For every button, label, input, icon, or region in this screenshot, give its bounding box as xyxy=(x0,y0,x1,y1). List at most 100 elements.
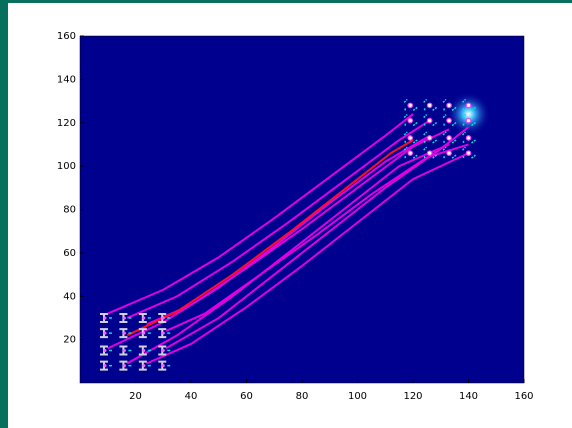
robot-center xyxy=(446,102,452,109)
robot-center xyxy=(142,348,146,352)
y-tick-label: 80 xyxy=(63,205,76,216)
goal-robot xyxy=(442,131,457,144)
start-robot xyxy=(158,345,171,356)
goal-robot xyxy=(442,98,457,112)
x-tick-label: 120 xyxy=(403,391,422,402)
start-robot xyxy=(99,360,112,371)
robot-outline xyxy=(442,146,457,160)
goal-robot xyxy=(423,114,438,127)
start-robot xyxy=(158,312,171,323)
trajectory xyxy=(146,152,469,365)
robot-outline xyxy=(442,114,457,127)
start-robot xyxy=(138,312,151,323)
robot-center xyxy=(446,135,452,141)
robot-center xyxy=(103,348,107,352)
start-robot xyxy=(138,360,151,371)
robot-center xyxy=(407,150,414,156)
start-robot xyxy=(119,345,132,356)
goal-robot xyxy=(461,131,476,144)
robot-center xyxy=(142,316,146,320)
start-robot xyxy=(99,312,112,323)
goal-robot xyxy=(403,131,418,144)
robot-outline xyxy=(403,114,418,127)
robot-outline xyxy=(403,98,418,112)
x-tick-label: 60 xyxy=(240,391,253,402)
robot-center xyxy=(103,331,107,335)
robot-outline xyxy=(442,131,457,144)
robot-center xyxy=(161,316,165,320)
robot-center xyxy=(103,364,107,368)
robot-center xyxy=(426,102,433,109)
robot-center xyxy=(407,135,414,141)
goal-robot xyxy=(442,146,457,160)
robot-center xyxy=(142,364,146,368)
robot-center xyxy=(465,117,472,124)
goal-robot xyxy=(423,146,438,160)
trajectory xyxy=(126,139,414,337)
robot-center xyxy=(161,364,165,368)
y-tick-label: 160 xyxy=(57,31,76,42)
x-tick-label: 160 xyxy=(514,391,533,402)
goal-robot xyxy=(461,146,476,160)
goal-robot xyxy=(403,114,418,127)
trajectory xyxy=(126,143,450,365)
goal-robot xyxy=(423,131,438,144)
robot-center xyxy=(465,135,472,141)
y-tick-label: 60 xyxy=(63,248,76,259)
robot-outline xyxy=(442,98,457,112)
start-robot xyxy=(158,360,171,371)
start-robot xyxy=(99,328,112,339)
robot-center xyxy=(161,331,165,335)
plot-area xyxy=(80,36,524,383)
robot-center xyxy=(407,102,414,109)
robot-center xyxy=(465,150,472,156)
axes-box xyxy=(79,35,525,384)
x-tick-label: 80 xyxy=(296,391,309,402)
x-tick-label: 40 xyxy=(185,391,198,402)
robot-outline xyxy=(423,98,438,112)
start-robot xyxy=(158,328,171,339)
goal-robot xyxy=(442,114,457,127)
robot-center xyxy=(407,117,414,124)
start-robot xyxy=(119,312,132,323)
x-tick-label: 20 xyxy=(129,391,142,402)
robot-center xyxy=(122,316,126,320)
robot-outline xyxy=(461,114,476,127)
robot-center xyxy=(426,135,433,141)
robot-center xyxy=(103,316,107,320)
trajectory xyxy=(126,119,431,319)
robot-center xyxy=(446,117,452,124)
robot-outline xyxy=(423,146,438,160)
x-tick-label: 140 xyxy=(459,391,478,402)
start-robot xyxy=(119,360,132,371)
y-tick-label: 120 xyxy=(57,118,76,129)
goal-glow xyxy=(446,92,491,137)
robot-center xyxy=(161,348,165,352)
goal-robot xyxy=(403,98,418,112)
robot-outline xyxy=(461,146,476,160)
robot-center xyxy=(122,348,126,352)
robot-center xyxy=(426,117,433,124)
y-tick-label: 20 xyxy=(63,335,76,346)
start-robot xyxy=(119,328,132,339)
robot-center xyxy=(446,150,452,156)
robot-outline xyxy=(403,146,418,160)
start-robot xyxy=(99,345,112,356)
robot-outline xyxy=(423,114,438,127)
robot-outline xyxy=(423,131,438,144)
robot-outline xyxy=(461,98,476,112)
start-robot xyxy=(138,328,151,339)
robot-outline xyxy=(461,131,476,144)
x-tick-label: 100 xyxy=(348,391,367,402)
robot-outline xyxy=(403,131,418,144)
trajectory xyxy=(107,113,414,315)
robot-center xyxy=(142,331,146,335)
robot-center xyxy=(465,102,472,109)
goal-robot xyxy=(403,146,418,160)
goal-robot xyxy=(461,98,476,112)
goal-robot xyxy=(461,114,476,127)
y-tick-label: 100 xyxy=(57,161,76,172)
y-tick-label: 40 xyxy=(63,291,76,302)
